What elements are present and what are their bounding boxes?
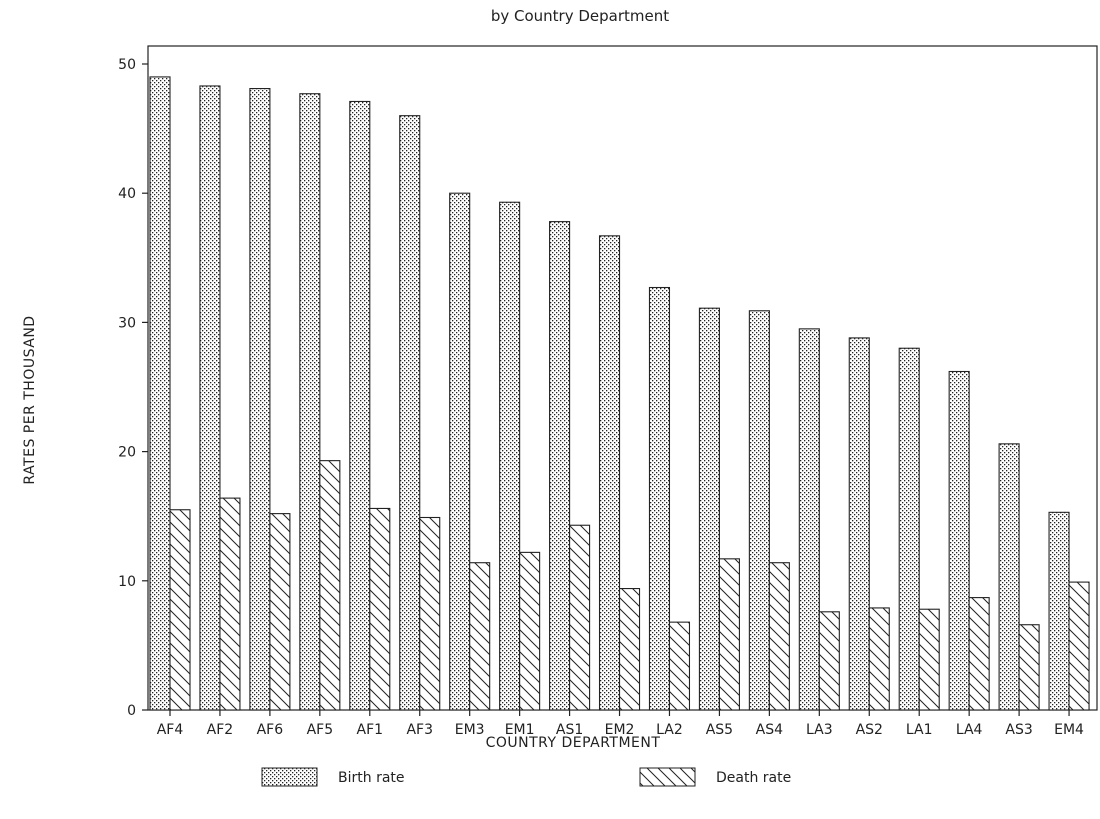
bar-birth-rate [748,310,770,711]
bar-death-rate [419,516,441,711]
y-tick-label: 50 [118,57,136,73]
bar-birth-rate [598,235,621,711]
x-tick-label: AS1 [556,722,583,738]
bar-death-rate [569,524,591,711]
y-tick-label: 20 [118,445,136,461]
bars [149,76,1090,711]
bar-birth-rate [499,201,521,711]
x-axis: AF4 AF2 AF6 AF5 AF1 AF3 EM3 EM1 AS1 EM2 LA2 AS5 AS4 L… [157,710,1084,738]
bar-birth-rate [948,370,970,711]
x-tick-label: LA3 [806,722,833,738]
x-tick-label: AS2 [856,722,883,738]
bar-death-rate [868,607,890,711]
legend-label-birth-rate: Birth rate [338,770,405,786]
bar-death-rate [319,460,341,711]
x-tick-label: AF5 [307,722,334,738]
x-tick-label: AS3 [1005,722,1032,738]
x-axis-label: COUNTRY DEPARTMENT [486,735,661,751]
legend-label-death-rate: Death rate [716,770,791,786]
x-tick-label: AF2 [207,722,234,738]
bar-death-rate [768,562,790,711]
bar-death-rate [219,497,241,711]
bar-death-rate [918,608,940,711]
bar-death-rate [1068,581,1090,711]
bar-death-rate [269,513,291,711]
bar-death-rate [718,558,740,711]
bar-birth-rate [1048,511,1070,711]
bar-death-rate [369,507,391,711]
bar-birth-rate [249,87,271,711]
bar-birth-rate [199,85,221,711]
bar-death-rate [519,551,541,711]
y-tick-label: 40 [118,186,136,202]
y-axis: 0 10 20 30 40 50 [118,57,148,719]
bar-birth-rate [299,93,321,711]
bar-birth-rate [449,192,471,711]
x-tick-label: LA1 [906,722,933,738]
x-tick-label: EM2 [605,722,635,738]
bar-death-rate [968,597,990,711]
bar-death-rate [469,562,491,711]
legend: Birth rate Death rate [261,767,791,787]
x-tick-label: AS5 [706,722,733,738]
bar-death-rate [668,621,691,711]
legend-swatch-birth-rate [261,767,318,787]
bar-birth-rate [848,337,870,711]
y-tick-label: 10 [118,574,136,590]
chart-title: by Country Department [491,7,669,25]
x-tick-label: EM4 [1054,722,1084,738]
y-tick-label: 30 [118,315,136,331]
bar-death-rate [1018,624,1040,711]
legend-swatch-death-rate [639,767,696,787]
x-tick-label: LA2 [656,722,683,738]
x-tick-label: LA4 [956,722,983,738]
bar-birth-rate [349,100,371,711]
x-tick-label: EM3 [455,722,485,738]
x-tick-label: AF1 [357,722,384,738]
bar-birth-rate [898,347,920,711]
y-axis-label: RATES PER THOUSAND [22,315,38,484]
bar-birth-rate [798,328,820,711]
bar-birth-rate [698,307,720,711]
bar-birth-rate [549,221,571,711]
x-tick-label: EM1 [505,722,535,738]
bar-death-rate [169,509,191,711]
bar-birth-rate [648,286,671,711]
bar-birth-rate [998,443,1020,711]
y-tick-label: 0 [127,703,136,719]
x-tick-label: AS4 [756,722,783,738]
x-tick-label: AF6 [257,722,284,738]
bar-death-rate [618,588,641,711]
x-tick-label: AF4 [157,722,184,738]
bar-birth-rate [399,115,421,711]
bar-birth-rate [149,76,171,711]
bar-death-rate [818,611,840,711]
x-tick-label: AF3 [406,722,433,738]
